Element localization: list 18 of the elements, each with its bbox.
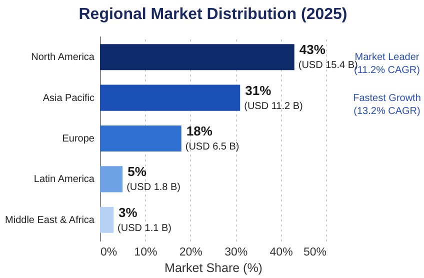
- y-tick-label: North America: [31, 52, 95, 64]
- text: 31% (USD 11.2 B): [244, 82, 303, 112]
- x-tick-label: 40%: [270, 246, 293, 258]
- x-tick-label: 50%: [303, 246, 326, 258]
- x-tick-label: 0%: [100, 246, 118, 258]
- text: 18% (USD 6.5 B): [185, 124, 240, 152]
- y-tick-label: Middle East & Africa: [5, 214, 95, 226]
- text: Fastest Growth (13.2% CAGR): [353, 92, 421, 117]
- x-tick-label: 30%: [224, 246, 248, 258]
- chart-title: Regional Market Distribution (2025): [78, 6, 348, 23]
- text: 5% (USD 1.8 B): [126, 164, 181, 194]
- x-axis-title: Market Share (%): [164, 261, 262, 275]
- x-tick-label: 10%: [134, 246, 158, 258]
- y-tick-label: Latin America: [34, 174, 95, 186]
- text: 3% (USD 1.1 B): [118, 204, 172, 234]
- y-tick-label: Europe: [62, 134, 95, 144]
- y-tick-label: Asia Pacific: [42, 92, 94, 104]
- x-tick-label: 20%: [179, 246, 202, 258]
